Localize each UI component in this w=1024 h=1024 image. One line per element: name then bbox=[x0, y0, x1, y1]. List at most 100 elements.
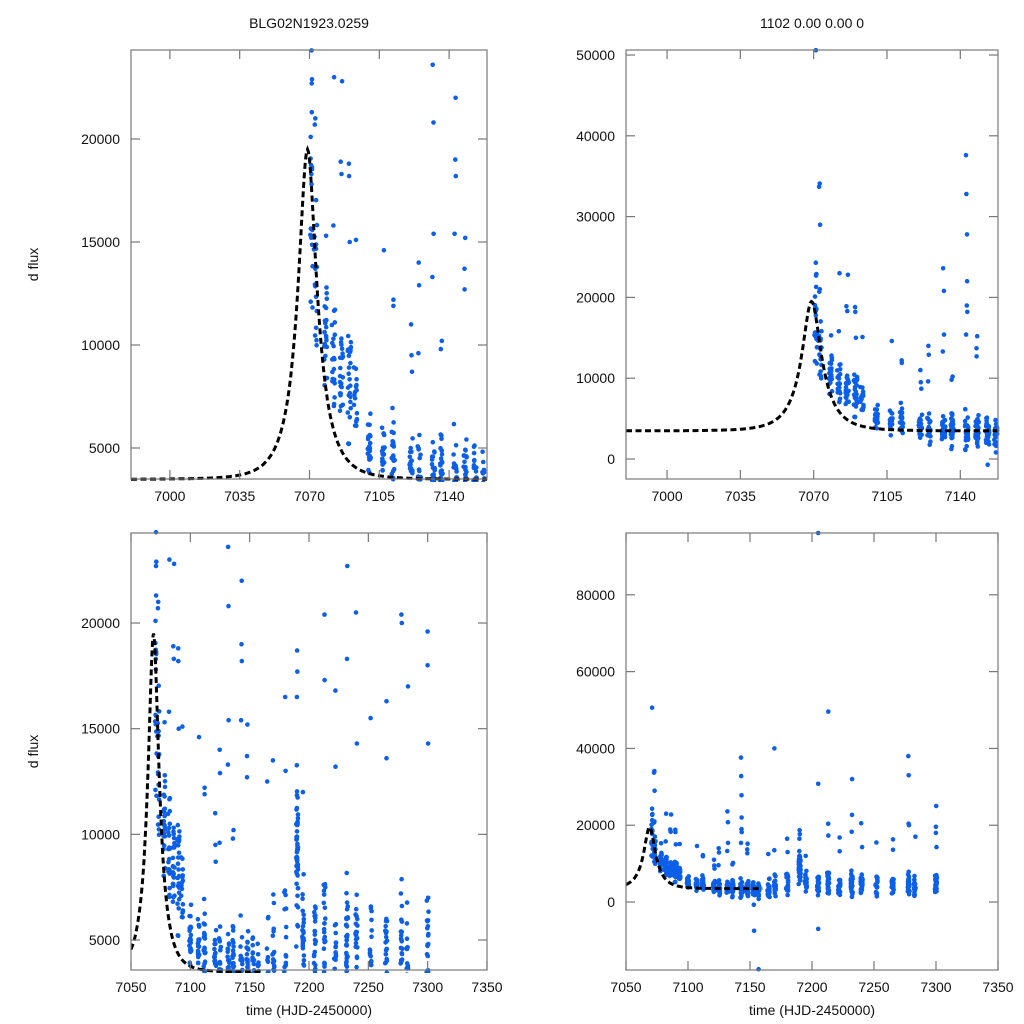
y-tick-label: 5000 bbox=[89, 932, 120, 948]
data-point bbox=[213, 859, 218, 865]
data-point bbox=[171, 829, 176, 834]
data-point bbox=[344, 964, 350, 969]
data-point bbox=[739, 890, 745, 896]
data-point bbox=[171, 894, 176, 900]
data-point bbox=[425, 895, 431, 901]
data-point bbox=[425, 925, 430, 931]
data-point bbox=[353, 610, 359, 615]
data-point bbox=[367, 444, 372, 449]
data-point bbox=[312, 910, 317, 915]
data-point bbox=[347, 390, 353, 396]
y-tick-label: 40000 bbox=[576, 740, 615, 756]
data-point bbox=[725, 809, 730, 814]
data-point bbox=[195, 954, 201, 960]
data-point bbox=[217, 924, 223, 929]
data-point bbox=[353, 921, 359, 927]
data-point bbox=[369, 928, 375, 933]
data-point bbox=[321, 900, 327, 906]
data-point bbox=[348, 405, 354, 411]
data-point bbox=[407, 449, 413, 455]
data-point bbox=[463, 482, 468, 487]
data-point bbox=[416, 445, 421, 451]
data-point bbox=[849, 812, 855, 818]
data-point bbox=[940, 266, 946, 271]
data-point bbox=[825, 871, 830, 877]
data-point bbox=[891, 880, 896, 886]
data-point bbox=[815, 892, 821, 898]
data-point bbox=[964, 232, 970, 237]
data-point bbox=[217, 937, 222, 943]
data-point bbox=[202, 785, 207, 791]
data-point bbox=[153, 787, 158, 793]
data-point bbox=[283, 954, 289, 959]
data-point bbox=[462, 266, 467, 272]
data-point bbox=[875, 420, 880, 426]
data-point bbox=[201, 921, 206, 926]
data-point bbox=[354, 376, 359, 382]
data-point bbox=[283, 960, 289, 966]
x-tick-label: 7050 bbox=[610, 979, 641, 995]
data-point bbox=[155, 822, 161, 827]
data-point bbox=[738, 773, 744, 779]
data-point bbox=[409, 369, 415, 375]
data-point bbox=[312, 928, 318, 934]
data-point bbox=[295, 885, 301, 891]
data-point bbox=[167, 557, 172, 562]
data-point bbox=[933, 803, 939, 809]
data-point bbox=[803, 873, 808, 878]
data-point bbox=[344, 943, 350, 948]
data-point bbox=[294, 789, 300, 794]
data-point bbox=[314, 337, 319, 343]
data-point bbox=[993, 421, 999, 427]
data-point bbox=[230, 924, 236, 929]
data-point bbox=[663, 811, 669, 816]
data-point bbox=[940, 414, 946, 419]
data-point bbox=[986, 442, 992, 447]
data-point bbox=[188, 936, 193, 941]
data-point bbox=[294, 694, 300, 700]
data-point bbox=[333, 957, 338, 963]
data-point bbox=[380, 468, 385, 473]
data-point bbox=[333, 921, 339, 927]
data-point bbox=[344, 938, 350, 943]
data-point bbox=[264, 946, 270, 951]
data-point bbox=[176, 658, 181, 664]
data-point bbox=[852, 380, 858, 385]
data-point bbox=[440, 471, 445, 477]
data-point bbox=[353, 912, 359, 917]
data-point bbox=[331, 74, 337, 80]
data-point bbox=[324, 285, 329, 290]
data-point bbox=[312, 333, 318, 338]
data-point bbox=[417, 468, 422, 474]
plot-frame bbox=[130, 49, 488, 480]
model-curve bbox=[131, 633, 262, 973]
data-point bbox=[965, 309, 970, 315]
data-point bbox=[324, 296, 330, 302]
data-point bbox=[818, 319, 823, 324]
data-point bbox=[300, 908, 306, 914]
data-point bbox=[712, 866, 717, 871]
data-point bbox=[813, 273, 819, 278]
data-point bbox=[438, 445, 443, 451]
data-point bbox=[255, 941, 260, 947]
data-point bbox=[245, 964, 250, 970]
data-point bbox=[463, 464, 468, 470]
data-point bbox=[766, 893, 771, 899]
data-point bbox=[812, 358, 818, 364]
data-point bbox=[399, 939, 405, 944]
data-point bbox=[667, 827, 673, 832]
x-tick-label: 7035 bbox=[224, 488, 255, 504]
data-point bbox=[766, 883, 772, 889]
data-point bbox=[225, 762, 231, 767]
data-point bbox=[346, 173, 352, 179]
data-point bbox=[255, 952, 261, 957]
x-tick-label: 7000 bbox=[154, 488, 185, 504]
data-point bbox=[826, 880, 831, 886]
data-point bbox=[850, 891, 855, 897]
data-point bbox=[817, 372, 822, 377]
data-point bbox=[179, 880, 185, 886]
data-point bbox=[195, 941, 201, 946]
data-point bbox=[271, 892, 276, 897]
data-point bbox=[321, 926, 327, 932]
data-point bbox=[155, 599, 161, 605]
